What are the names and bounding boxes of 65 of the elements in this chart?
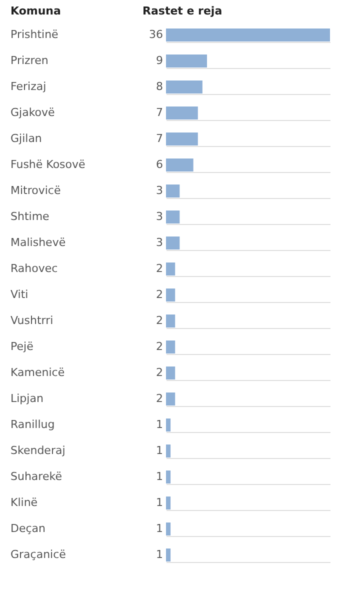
y-tick-label: Rahovec bbox=[10, 262, 58, 275]
y-tick-label: Fushë Kosovë bbox=[10, 158, 86, 171]
data-label: 7 bbox=[156, 132, 163, 145]
bar bbox=[166, 106, 198, 120]
y-tick-label: Vushtrri bbox=[10, 314, 54, 327]
data-label: 36 bbox=[149, 28, 163, 41]
y-tick-label: Lipjan bbox=[10, 392, 44, 405]
data-label: 6 bbox=[156, 158, 163, 171]
y-tick-label: Graçanicë bbox=[10, 548, 66, 561]
bar bbox=[166, 392, 176, 406]
data-label: 1 bbox=[156, 548, 163, 561]
bar bbox=[166, 54, 207, 68]
data-label: 3 bbox=[156, 210, 163, 223]
data-label: 1 bbox=[156, 496, 163, 509]
bar bbox=[166, 236, 180, 250]
bar bbox=[166, 158, 194, 172]
data-label: 1 bbox=[156, 522, 163, 535]
y-tick-label: Gjilan bbox=[10, 132, 42, 145]
bar bbox=[166, 262, 176, 276]
y-tick-label: Ranillug bbox=[10, 418, 55, 431]
data-label: 8 bbox=[156, 80, 163, 93]
y-axis-title: Komuna bbox=[10, 4, 61, 18]
y-tick-label: Viti bbox=[10, 288, 28, 301]
data-label: 1 bbox=[156, 444, 163, 457]
y-tick-label: Pejë bbox=[10, 340, 34, 353]
y-tick-label: Prizren bbox=[10, 54, 48, 67]
y-tick-label: Skenderaj bbox=[10, 444, 66, 457]
bar bbox=[166, 184, 180, 198]
bar bbox=[166, 522, 171, 536]
y-tick-label: Prishtinë bbox=[10, 28, 59, 41]
y-tick-label: Shtime bbox=[10, 210, 50, 223]
data-label: 7 bbox=[156, 106, 163, 119]
data-label: 1 bbox=[156, 470, 163, 483]
bar bbox=[166, 444, 171, 458]
bar bbox=[166, 548, 171, 562]
data-label: 2 bbox=[156, 366, 163, 379]
bar bbox=[166, 418, 171, 432]
bar bbox=[166, 210, 180, 224]
y-tick-label: Mitrovicë bbox=[10, 184, 61, 197]
bar bbox=[166, 470, 171, 484]
x-axis-title: Rastet e reja bbox=[142, 4, 222, 18]
y-tick-label: Malishevë bbox=[10, 236, 66, 249]
y-tick-label: Kamenicë bbox=[10, 366, 65, 379]
y-tick-label: Deçan bbox=[10, 522, 46, 535]
data-label: 2 bbox=[156, 262, 163, 275]
bar bbox=[166, 80, 202, 94]
bar bbox=[166, 288, 176, 302]
bar bbox=[166, 132, 198, 146]
y-tick-label: Klinë bbox=[10, 496, 38, 509]
data-label: 9 bbox=[156, 54, 163, 67]
data-label: 1 bbox=[156, 418, 163, 431]
bar bbox=[166, 314, 176, 328]
y-tick-label: Suharekë bbox=[10, 470, 62, 483]
y-tick-label: Ferizaj bbox=[10, 80, 46, 93]
y-tick-label: Gjakovë bbox=[10, 106, 56, 119]
data-label: 3 bbox=[156, 236, 163, 249]
data-label: 2 bbox=[156, 314, 163, 327]
bar bbox=[166, 28, 330, 42]
bar bbox=[166, 340, 176, 354]
data-label: 2 bbox=[156, 392, 163, 405]
bar bbox=[166, 366, 176, 380]
bar bbox=[166, 496, 171, 510]
data-label: 2 bbox=[156, 288, 163, 301]
data-label: 2 bbox=[156, 340, 163, 353]
data-label: 3 bbox=[156, 184, 163, 197]
